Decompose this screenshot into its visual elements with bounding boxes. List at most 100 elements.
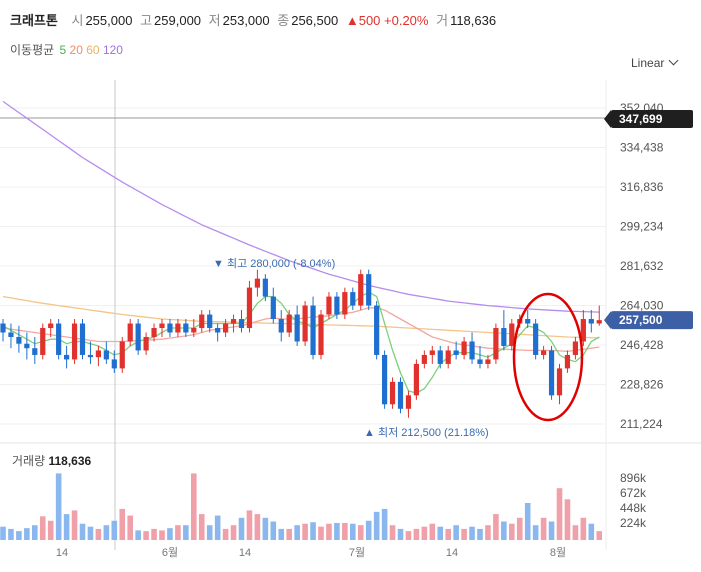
candle-body (207, 314, 213, 329)
scale-select[interactable]: Linear (631, 55, 679, 70)
candle-body (56, 323, 62, 355)
candle-body (95, 350, 101, 358)
volume-bar (95, 528, 102, 540)
volume-bar (39, 516, 46, 540)
x-tick-label: 7월 (349, 546, 365, 559)
y-tick-label: 316,836 (620, 180, 664, 194)
volume-bar (119, 508, 126, 540)
candle-body (64, 354, 70, 360)
volume-bar (294, 525, 300, 540)
candle-body (445, 350, 451, 364)
x-tick-label: 8월 (550, 546, 566, 559)
ma60-line (2, 295, 600, 339)
volume-bar (24, 528, 30, 540)
candle-body (143, 336, 149, 351)
current-price-tag-arrow (604, 311, 611, 330)
candle-body (421, 354, 427, 364)
close-label: 종 (277, 13, 290, 28)
candle-body (223, 323, 229, 333)
volume-bar (357, 525, 364, 540)
candle-body (382, 354, 388, 405)
candle-body (167, 323, 173, 333)
ma-legend-5[interactable]: 5 (59, 43, 67, 57)
volume-bar (318, 526, 324, 540)
candle-body (246, 287, 253, 329)
candle-body (509, 323, 515, 346)
x-axis: 14 6월 14 7월 14 8월 (56, 546, 566, 559)
close-value: 256,500 (291, 13, 339, 28)
volume-bar (501, 521, 507, 540)
price-tags: 347,699 257,500 (604, 110, 693, 330)
volume-bar (32, 525, 38, 540)
volume-bar (175, 525, 181, 540)
y-tick-label: 299,234 (620, 220, 664, 234)
x-tick-label: 6월 (162, 546, 178, 559)
ma-legend-20[interactable]: 20 (69, 43, 83, 57)
candle-body (230, 319, 237, 324)
crosshair-price-tag-arrow (604, 110, 611, 128)
open-label: 시 (71, 13, 84, 28)
volume-bar (334, 522, 340, 540)
candle-body (342, 292, 348, 315)
y-tick-label: 211,224 (620, 417, 663, 431)
volume-bar (270, 521, 277, 540)
volume-bar (365, 520, 372, 540)
volume-bar (183, 525, 189, 540)
moving-average-lines (2, 100, 600, 394)
volume-bar (509, 523, 515, 540)
volume-bar (63, 514, 70, 540)
volume-bar (588, 523, 595, 540)
candle-body (389, 381, 396, 405)
candle-body (366, 274, 372, 306)
y-tick-label: 281,632 (620, 259, 664, 273)
candle-body (397, 381, 404, 409)
volume-bar (246, 510, 253, 540)
ma-legend-120[interactable]: 120 (102, 43, 123, 57)
volume-bar (548, 521, 555, 540)
volume-bar (469, 526, 475, 540)
volume-bar (421, 526, 428, 540)
volume-bar (540, 517, 547, 540)
volume-bar (532, 525, 539, 540)
candlestick-series (0, 269, 602, 418)
current-price-tag (611, 311, 693, 330)
candle-body (318, 314, 324, 355)
candle-body (254, 278, 260, 288)
candle-body (485, 359, 491, 364)
volume-bar (191, 473, 197, 540)
y-axis: 352,040334,438316,836299,234281,632264,0… (620, 101, 664, 431)
volume-bar (516, 517, 523, 540)
scale-select-value: Linear (631, 56, 665, 70)
highlight-circle (512, 292, 584, 422)
low-value: 253,000 (222, 13, 270, 28)
candle-body (238, 319, 245, 329)
candle-body (111, 359, 117, 369)
stock-name: 크래프톤 (10, 13, 58, 28)
candle-body (501, 328, 507, 346)
open-value: 255,000 (85, 13, 133, 28)
volume-bar (167, 528, 173, 540)
volume-bar (326, 523, 332, 540)
candle-body (541, 350, 547, 355)
candle-body (127, 323, 133, 342)
volume-bar (278, 528, 285, 540)
ma-legend-60[interactable]: 60 (86, 43, 100, 57)
candle-body (477, 359, 483, 364)
volume-bar (461, 528, 467, 540)
volume-bar (413, 528, 420, 540)
candle-body (270, 296, 276, 320)
volume-bar (159, 530, 165, 540)
candle-body (215, 328, 221, 333)
y-tick-label: 264,030 (620, 299, 664, 313)
x-tick-label: 14 (56, 547, 68, 559)
volume-bar (103, 525, 110, 540)
volume-bar (238, 517, 245, 540)
candle-body (437, 350, 443, 364)
ma-legend-title: 이동평균 (10, 43, 55, 57)
candle-body (16, 336, 22, 344)
volume-bar (556, 488, 563, 540)
price-header: 크래프톤 시 255,000 고 259,000 저 253,000 종 256,500… (10, 10, 496, 29)
candle-body (191, 328, 197, 333)
volume-bar (16, 531, 22, 540)
